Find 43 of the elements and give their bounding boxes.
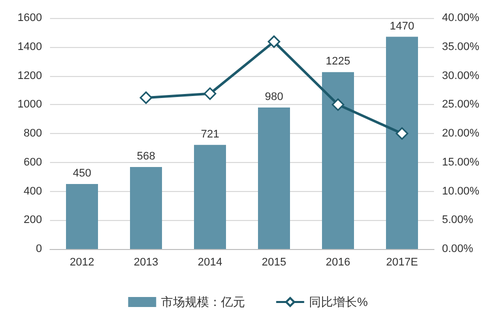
x-tick-label: 2014	[198, 256, 222, 268]
x-tick-label: 2017E	[386, 256, 418, 268]
y-tick-label: 0	[36, 243, 42, 255]
bar	[194, 144, 226, 249]
point	[204, 87, 216, 100]
data-label: 721	[200, 128, 220, 140]
y-tick-label: 1400	[18, 40, 42, 53]
y-tick-label: 400	[24, 185, 42, 198]
bar	[258, 108, 290, 249]
data-label: 450	[72, 168, 92, 180]
bar	[386, 36, 418, 249]
legend-label: 市场规模：亿元	[161, 295, 246, 309]
y2-tick-label: 25.00%	[442, 98, 480, 111]
legend-label: 同比增长%	[309, 295, 368, 309]
y2-tick-label: 35.00%	[442, 40, 480, 53]
x-tick-label: 2013	[134, 256, 158, 268]
y-tick-label: 1600	[18, 12, 42, 24]
y-tick-label: 1000	[18, 98, 42, 111]
y2-tick-label: 5.00%	[442, 214, 474, 226]
data-label: 568	[136, 150, 156, 162]
y2-tick-label: 0.00%	[442, 243, 474, 255]
data-label: 1225	[326, 56, 350, 68]
x-tick-label: 2016	[326, 256, 350, 268]
y2-tick-label: 40.00%	[442, 12, 480, 24]
point	[268, 35, 280, 48]
point	[396, 127, 408, 140]
x-tick-label: 2015	[262, 256, 286, 268]
y-tick-label: 200	[24, 214, 42, 226]
bar	[130, 166, 162, 249]
y2-tick-label: 20.00%	[442, 128, 480, 140]
y2-tick-label: 30.00%	[442, 70, 480, 82]
y-tick-label: 600	[24, 156, 42, 168]
bar	[322, 72, 354, 249]
data-label: 980	[264, 91, 284, 104]
y2-tick-label: 10.00%	[442, 185, 480, 198]
x-tick-label: 2012	[70, 256, 94, 268]
y2-tick-label: 15.00%	[442, 156, 480, 168]
point	[140, 91, 152, 104]
point	[332, 98, 344, 111]
y-tick-label: 1200	[18, 70, 42, 82]
bar	[66, 184, 98, 249]
data-label: 1470	[390, 20, 414, 32]
y-tick-label: 800	[24, 128, 42, 140]
